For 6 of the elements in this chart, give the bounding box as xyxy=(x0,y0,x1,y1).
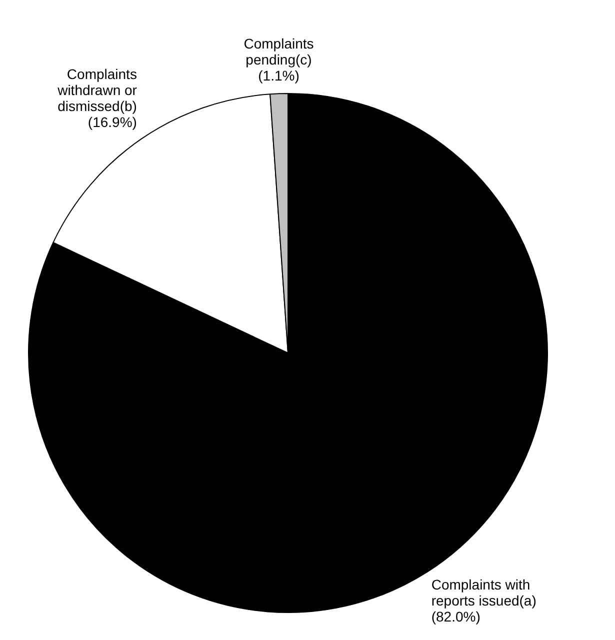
slice-label: Complaints pending(c) xyxy=(244,36,314,68)
data-label: (16.9%) xyxy=(88,114,137,130)
data-label: (82.0%) xyxy=(431,608,480,625)
slice-label: Complaints with reports issued(a) xyxy=(431,576,536,609)
slice-label: Complaints withdrawn or dismissed(b) xyxy=(56,66,138,114)
data-label: (1.1%) xyxy=(258,68,300,84)
